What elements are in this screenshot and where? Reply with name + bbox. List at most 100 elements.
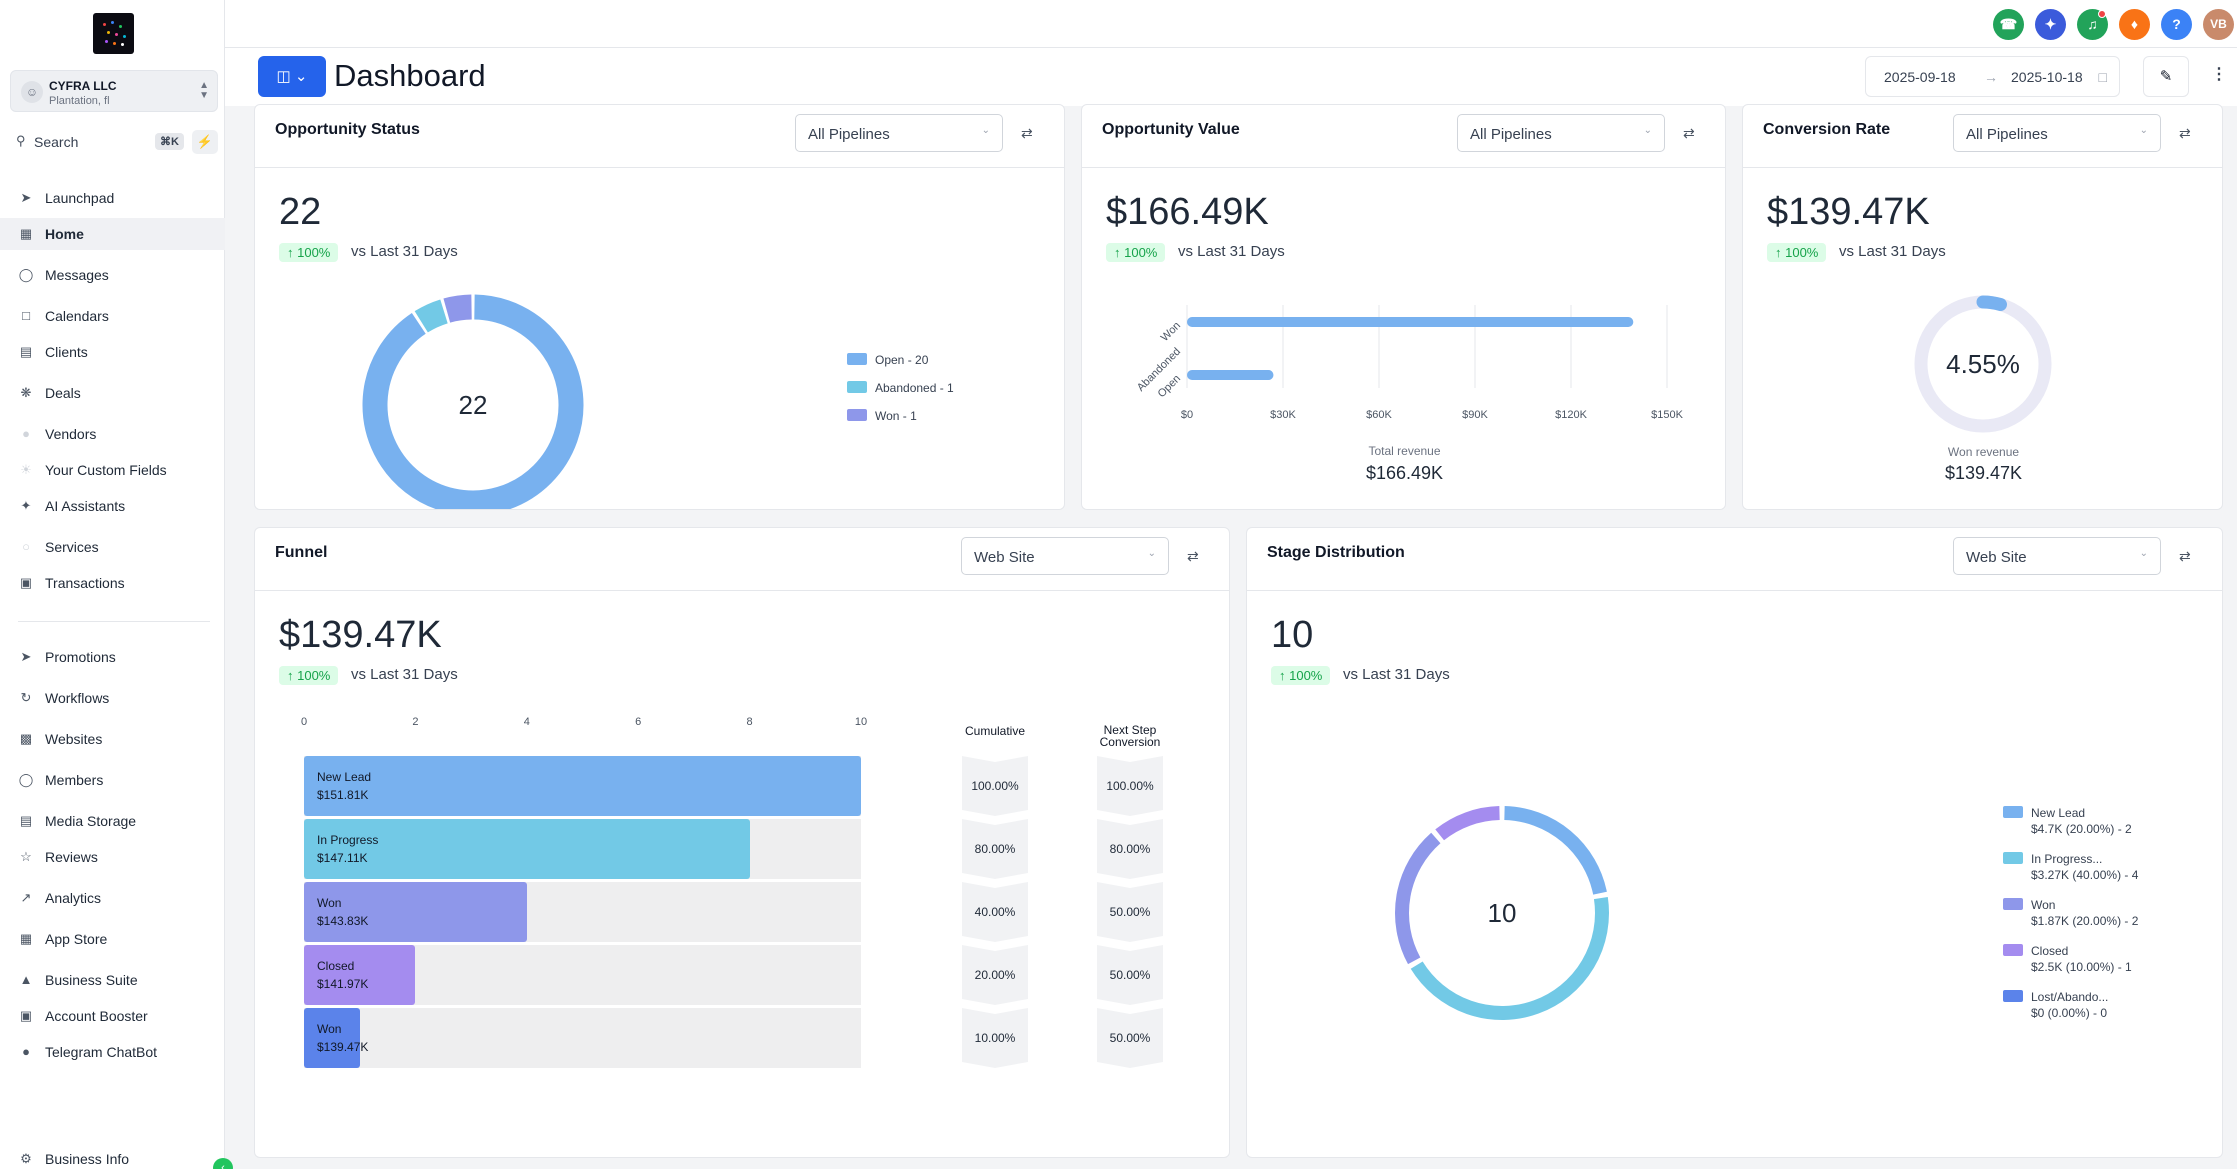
funnel-chart: 0 2 4 6 8 10 New Lead $151.81K 100.00% 100.00% In … [255, 528, 1229, 1157]
gauge-fill[interactable] [1976, 295, 2007, 312]
pipeline-select[interactable]: All Pipelines ⌄ [1953, 114, 2161, 152]
sidebar-item-calendars[interactable]: □ Calendars [0, 300, 225, 332]
sidebar-item-launchpad[interactable]: ➤ Launchpad [0, 182, 225, 214]
donut-slice-abandoned[interactable] [414, 299, 449, 333]
donut-slice-won[interactable] [443, 294, 473, 323]
collapse-sidebar-button[interactable]: ‹ [213, 1158, 233, 1169]
sidebar-item-services[interactable]: ○ Services [0, 531, 225, 563]
dashboard-header: ◫ ⌄ Dashboard 2025-09-18 → 2025-10-18 □ … [225, 48, 2237, 106]
filter-icon[interactable]: ⇄ [1187, 548, 1199, 564]
donut-slice-won[interactable] [1395, 832, 1441, 965]
search-icon: ⚲ [16, 133, 26, 148]
cumulative-cell: 40.00% [962, 882, 1028, 942]
megaphone-icon[interactable]: ♫ [2077, 9, 2108, 40]
card-divider [1082, 167, 1725, 168]
legend-label: Won - 1 [875, 409, 917, 423]
sidebar-item-clients[interactable]: ▤ Clients [0, 336, 225, 368]
sidebar-item-app-store[interactable]: ▦ App Store [0, 923, 225, 955]
donut-slice-open[interactable] [362, 294, 584, 509]
sidebar-item-account-booster[interactable]: ▣ Account Booster [0, 1000, 225, 1032]
help-icon[interactable]: ? [2161, 9, 2192, 40]
bar-won[interactable] [1187, 317, 1634, 327]
legend-swatch [847, 353, 867, 365]
company-logo[interactable] [93, 13, 134, 54]
pipeline-select[interactable]: All Pipelines ⌄ [1457, 114, 1665, 152]
filter-icon[interactable]: ⇄ [1021, 125, 1033, 141]
sidebar-item-label: Business Info [45, 1151, 130, 1167]
source-select[interactable]: Web Site ⌄ [961, 537, 1169, 575]
chevron-down-icon: ⌄ [1147, 548, 1156, 559]
stage-distribution-donut: 10 [1395, 806, 1609, 1020]
x-tick-label: 8 [746, 716, 753, 728]
funnel-bar[interactable]: New Lead $151.81K [304, 756, 861, 816]
filter-icon[interactable]: ⇄ [2179, 125, 2191, 141]
dashboard-switcher-button[interactable]: ◫ ⌄ [258, 56, 326, 97]
legend-detail: $3.27K (40.00%) - 4 [2031, 868, 2139, 882]
sidebar-item-label: Messages [45, 267, 109, 283]
card-divider [255, 167, 1064, 168]
sidebar-item-business-info[interactable]: ⚙ Business Info [0, 1143, 225, 1169]
receipt-icon: ▣ [19, 575, 33, 590]
sidebar-item-members[interactable]: ◯ Members [0, 764, 225, 796]
filter-icon[interactable]: ⇄ [1683, 125, 1695, 141]
chevron-down-icon: ⌄ [981, 125, 990, 136]
pipeline-select[interactable]: All Pipelines ⌄ [795, 114, 1003, 152]
funnel-bar[interactable]: Closed $141.97K [304, 945, 416, 1005]
magic-icon[interactable]: ✦ [2035, 9, 2066, 40]
sidebar-item-vendors[interactable]: ● Vendors [0, 418, 225, 450]
select-value: Web Site [974, 549, 1035, 566]
bell-icon[interactable]: ♦ [2119, 9, 2150, 40]
card-divider [1247, 590, 2222, 591]
sidebar-item-home[interactable]: ▦ Home [0, 218, 225, 250]
search-button[interactable]: ⚲ Search ⌘K [10, 129, 186, 155]
contacts-icon: ▤ [19, 344, 33, 359]
sidebar-item-transactions[interactable]: ▣ Transactions [0, 567, 225, 599]
compare-label: vs Last 31 Days [1343, 666, 1450, 683]
sidebar-item-media-storage[interactable]: ▤ Media Storage [0, 805, 225, 837]
sidebar-item-label: Telegram ChatBot [45, 1044, 158, 1060]
compare-label: vs Last 31 Days [1178, 243, 1285, 260]
sidebar-item-ai-assistants[interactable]: ✦ AI Assistants [0, 490, 225, 522]
select-value: All Pipelines [1966, 126, 2048, 143]
bar-open[interactable] [1187, 370, 1274, 380]
edit-dashboard-button[interactable]: ✎ [2143, 56, 2189, 97]
metric-value: $166.49K [1106, 191, 1269, 233]
user-avatar[interactable]: VB [2203, 9, 2234, 40]
sidebar: ☺ CYFRA LLC Plantation, fl ▲ ▼ ⚲ Search ⌘… [0, 0, 233, 1169]
grid-icon: ▦ [19, 226, 33, 241]
legend-detail: $2.5K (10.00%) - 1 [2031, 960, 2132, 974]
filter-icon[interactable]: ⇄ [2179, 548, 2191, 564]
vendors-icon: ● [22, 426, 30, 441]
sidebar-item-messages[interactable]: ◯ Messages [0, 259, 225, 291]
donut-slice-new-lead[interactable] [1504, 806, 1607, 895]
date-range-picker[interactable]: 2025-09-18 → 2025-10-18 □ [1865, 56, 2120, 97]
sidebar-item-label: Home [45, 226, 84, 242]
quick-actions-button[interactable]: ⚡ [192, 130, 218, 154]
legend-detail: $0 (0.00%) - 0 [2031, 1006, 2108, 1020]
donut-slice-closed[interactable] [1435, 806, 1500, 841]
phone-icon[interactable]: ☎ [1993, 9, 2024, 40]
sidebar-item-reviews[interactable]: ☆ Reviews [0, 841, 225, 873]
sidebar-item-promotions[interactable]: ➤ Promotions [0, 641, 225, 673]
cumulative-cell: 100.00% [962, 756, 1028, 816]
legend-swatch [2003, 944, 2023, 956]
donut-slice-in-progress-[interactable] [1410, 897, 1609, 1020]
sidebar-item-analytics[interactable]: ↗ Analytics [0, 882, 225, 914]
funnel-bar[interactable]: Won $143.83K [304, 882, 527, 942]
sidebar-item-label: Vendors [45, 426, 97, 442]
sidebar-item-deals[interactable]: ❋ Deals [0, 377, 225, 409]
won-revenue-label: Won revenue [1947, 445, 2020, 459]
funnel-bar[interactable]: Won $139.47K [304, 1008, 368, 1068]
sidebar-item-telegram-chatbot[interactable]: ● Telegram ChatBot [0, 1036, 225, 1068]
calendar-icon: □ [2098, 69, 2107, 85]
more-options-icon[interactable]: ⋮ [2211, 66, 2227, 83]
sidebar-item-websites[interactable]: ▩ Websites [0, 723, 225, 755]
source-select[interactable]: Web Site ⌄ [1953, 537, 2161, 575]
sidebar-item-workflows[interactable]: ↻ Workflows [0, 682, 225, 714]
account-switcher[interactable]: ☺ CYFRA LLC Plantation, fl ▲ ▼ [10, 70, 218, 112]
sidebar-item-business-suite[interactable]: ▲ Business Suite [0, 964, 225, 996]
sidebar-item-custom-fields[interactable]: ☀ Your Custom Fields [0, 454, 225, 486]
calendar-icon: □ [22, 308, 30, 323]
funnel-bar[interactable]: In Progress $147.11K [304, 819, 750, 879]
trend-icon: ↗ [20, 890, 32, 905]
